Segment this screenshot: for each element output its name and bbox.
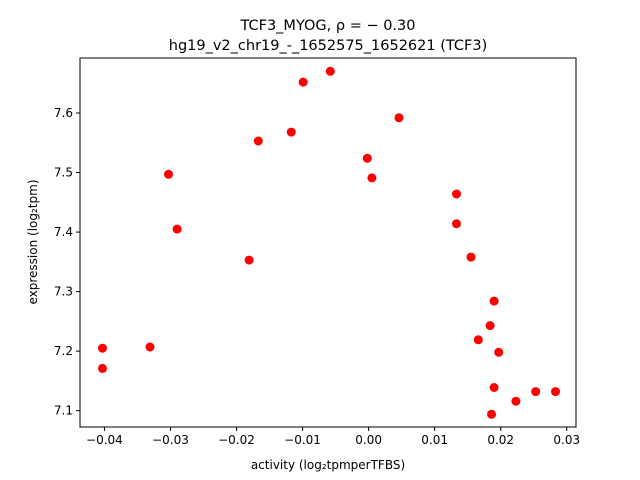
- data-point: [367, 173, 377, 183]
- x-tick-label: −0.04: [86, 433, 123, 447]
- data-point: [98, 343, 107, 353]
- data-point: [362, 153, 372, 163]
- data-point: [473, 335, 483, 345]
- data-point: [325, 66, 335, 76]
- x-tick-label: −0.01: [284, 433, 321, 447]
- data-point: [98, 363, 107, 373]
- y-tick-label: 7.1: [54, 404, 73, 418]
- chart-title-line1: TCF3_MYOG, ρ = − 0.30: [239, 18, 415, 34]
- data-point: [172, 224, 182, 234]
- data-point: [452, 189, 461, 199]
- chart-title-line2: hg19_v2_chr19_-_1652575_1652621 (TCF3): [169, 38, 487, 54]
- y-tick-label: 7.6: [54, 106, 73, 120]
- data-point: [244, 255, 254, 265]
- data-point: [551, 387, 560, 397]
- y-tick-label: 7.5: [54, 166, 73, 180]
- x-tick-label: 0.02: [487, 433, 514, 447]
- x-axis-label: activity (log₂tpmperTFBS): [251, 458, 405, 472]
- data-point: [494, 347, 504, 357]
- y-axis-label: expression (log₂tpm): [26, 179, 40, 304]
- data-point: [394, 113, 404, 123]
- data-point: [487, 409, 496, 419]
- data-point: [145, 342, 155, 352]
- x-tick-label: −0.02: [218, 433, 255, 447]
- data-point: [286, 127, 296, 137]
- data-point: [298, 77, 308, 87]
- data-point: [253, 136, 263, 146]
- data-point: [489, 383, 499, 392]
- y-tick-label: 7.4: [54, 225, 73, 239]
- data-point: [452, 219, 461, 229]
- data-point: [489, 296, 499, 306]
- data-point: [531, 387, 541, 397]
- data-point: [466, 252, 476, 262]
- data-points: [98, 66, 560, 419]
- data-point: [511, 396, 521, 406]
- data-point: [485, 321, 495, 331]
- x-axis-ticks: −0.04 −0.03 −0.02 −0.01 0.00 0.01 0.02 0.03: [86, 427, 580, 447]
- plot-area-frame: [79, 57, 577, 428]
- x-tick-label: 0.00: [355, 433, 382, 447]
- x-tick-label: 0.03: [553, 433, 580, 447]
- x-tick-label: 0.01: [421, 433, 448, 447]
- y-tick-label: 7.3: [54, 285, 73, 299]
- data-point: [164, 169, 173, 179]
- y-axis-ticks: 7.1 7.2 7.3 7.4 7.5 7.6: [54, 106, 80, 418]
- y-tick-label: 7.2: [54, 344, 73, 358]
- x-tick-label: −0.03: [152, 433, 189, 447]
